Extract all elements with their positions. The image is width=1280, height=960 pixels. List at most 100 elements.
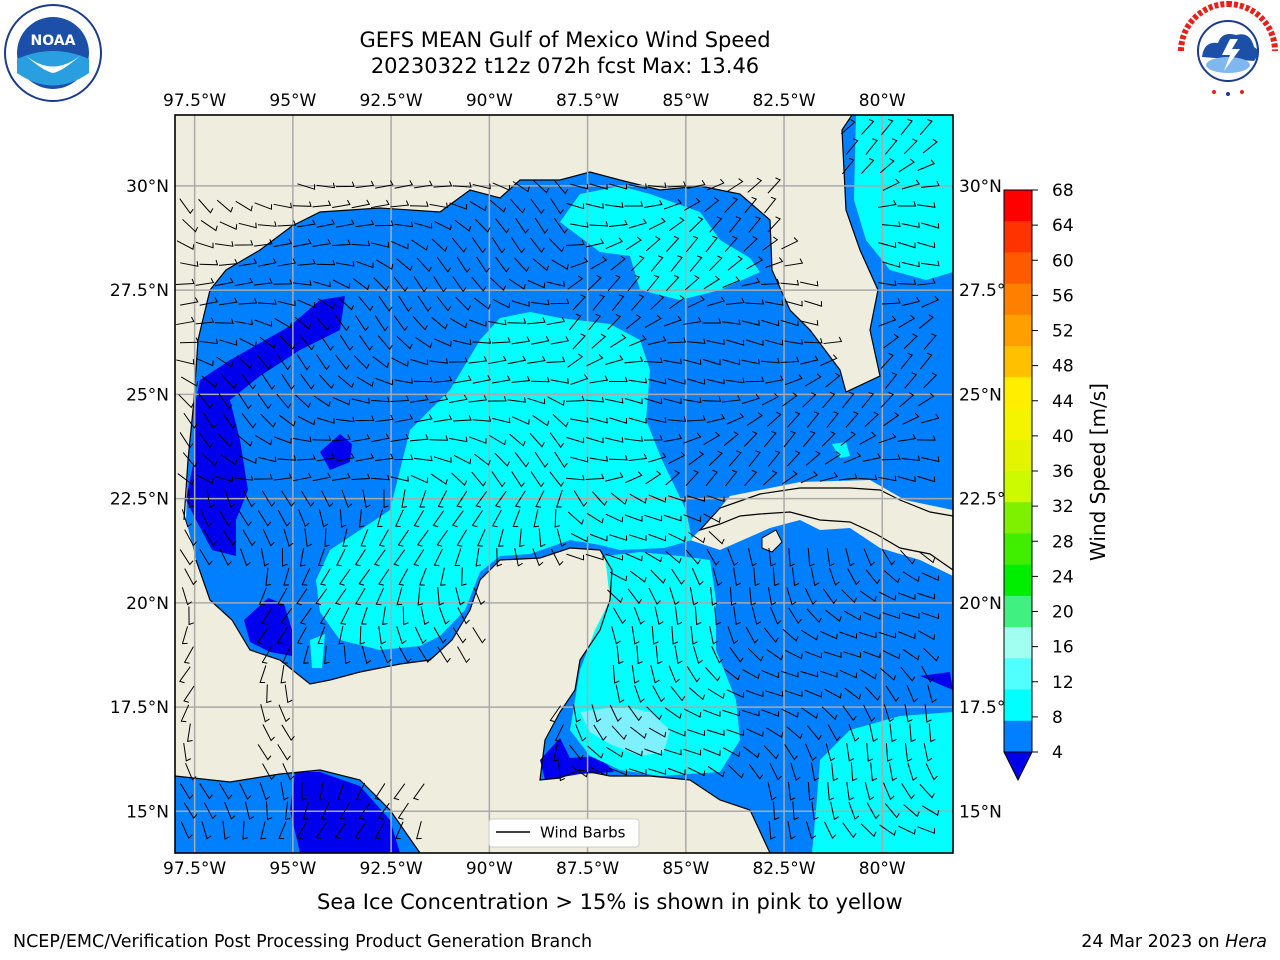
wind-barb — [802, 430, 816, 448]
wind-barb — [371, 242, 390, 248]
wind-barb — [177, 473, 195, 486]
wind-barb — [451, 472, 468, 487]
wind-barb — [633, 606, 645, 625]
wind-barb — [332, 199, 351, 209]
wind-barb — [397, 529, 409, 547]
wind-barb — [609, 534, 628, 541]
wind-barb — [650, 255, 664, 272]
wind-barb — [648, 727, 667, 738]
wind-barb — [316, 219, 336, 228]
wind-barb — [519, 528, 525, 548]
wind-barb — [861, 391, 875, 409]
wind-barb — [394, 509, 404, 528]
wind-barb — [923, 743, 933, 762]
wind-barb — [702, 748, 721, 757]
wind-barb — [535, 490, 545, 508]
wind-barb — [277, 300, 296, 307]
wind-barb — [567, 275, 584, 290]
wind-barb — [784, 374, 803, 386]
wind-barb — [257, 744, 272, 761]
wind-barb — [262, 724, 275, 742]
wind-barb — [589, 417, 608, 424]
wind-barb — [352, 278, 370, 291]
wind-barb — [179, 783, 194, 800]
wind-barb — [610, 255, 626, 271]
wind-barb — [708, 450, 723, 467]
wind-barb — [823, 651, 842, 658]
wind-barb — [609, 417, 628, 424]
nws-logo — [1178, 1, 1278, 98]
wind-barb — [723, 431, 739, 447]
wind-barb — [256, 627, 269, 645]
wind-barb — [605, 513, 624, 523]
wind-barb — [260, 413, 276, 428]
wind-barb — [277, 258, 297, 267]
wind-barb — [655, 645, 663, 665]
wind-barb — [784, 258, 804, 267]
wind-barb — [878, 315, 897, 327]
wind-barb — [292, 201, 312, 207]
wind-barb — [572, 704, 582, 723]
colorbar-tick-label: 16 — [1052, 638, 1074, 658]
wind-barb — [355, 588, 366, 606]
wind-barb — [644, 397, 663, 405]
wind-barb — [497, 528, 504, 547]
wind-barb — [800, 471, 818, 484]
wind-barb — [702, 709, 721, 717]
wind-barb — [712, 567, 723, 586]
wind-barb — [340, 607, 350, 625]
wind-barb — [624, 514, 643, 522]
wind-barb — [396, 258, 413, 272]
wind-barb — [763, 745, 779, 760]
wind-barb — [748, 548, 757, 567]
wind-barb — [928, 723, 936, 743]
wind-barb — [748, 450, 761, 467]
lat-tick-label: 27.5°N — [110, 281, 169, 301]
wind-barb — [437, 490, 448, 508]
wind-barb — [765, 690, 784, 697]
lon-tick-label: 80°W — [859, 91, 906, 111]
wind-barb — [692, 645, 703, 664]
wind-barb — [831, 762, 839, 782]
wind-barb — [390, 200, 410, 208]
wind-8-12-atlantic — [854, 115, 953, 280]
wind-barb — [702, 318, 722, 324]
lon-tick-label: 92.5°W — [360, 859, 423, 879]
wind-barb — [762, 236, 779, 251]
wind-barb — [279, 414, 296, 427]
wind-barb — [921, 612, 940, 620]
wind-barb — [317, 548, 325, 567]
wind-barb — [296, 588, 308, 606]
wind-barb — [861, 157, 875, 174]
wind-barb — [702, 396, 722, 402]
wind-barb — [453, 454, 472, 465]
wind-barb — [804, 650, 823, 659]
wind-barb — [526, 317, 546, 325]
wind-barb — [630, 726, 647, 739]
wind-barb — [259, 782, 271, 801]
wind-barb — [683, 514, 702, 523]
wind-barb — [644, 199, 663, 208]
wind-barb — [393, 549, 406, 567]
low-wind-east — [920, 672, 953, 690]
wind-barb — [728, 216, 742, 233]
wind-barb — [496, 547, 503, 567]
wind-barb — [238, 222, 257, 229]
wind-barb — [398, 295, 412, 312]
wind-barb — [343, 645, 351, 665]
wind-barb — [667, 181, 687, 188]
wind-barb — [475, 548, 482, 567]
colorbar-swatch — [1004, 502, 1032, 534]
wind-barb — [282, 646, 291, 664]
wind-barb — [748, 763, 764, 780]
wind-barb — [355, 415, 375, 422]
wind-barb — [530, 237, 545, 253]
wind-barb — [667, 337, 687, 344]
wind-barb — [903, 804, 920, 818]
wind-barb — [414, 414, 433, 423]
wind-barb — [176, 240, 195, 250]
colorbar-swatch — [1004, 190, 1032, 222]
wind-barb — [688, 450, 705, 466]
wind-barb — [666, 274, 680, 291]
wind-barb — [319, 607, 331, 625]
